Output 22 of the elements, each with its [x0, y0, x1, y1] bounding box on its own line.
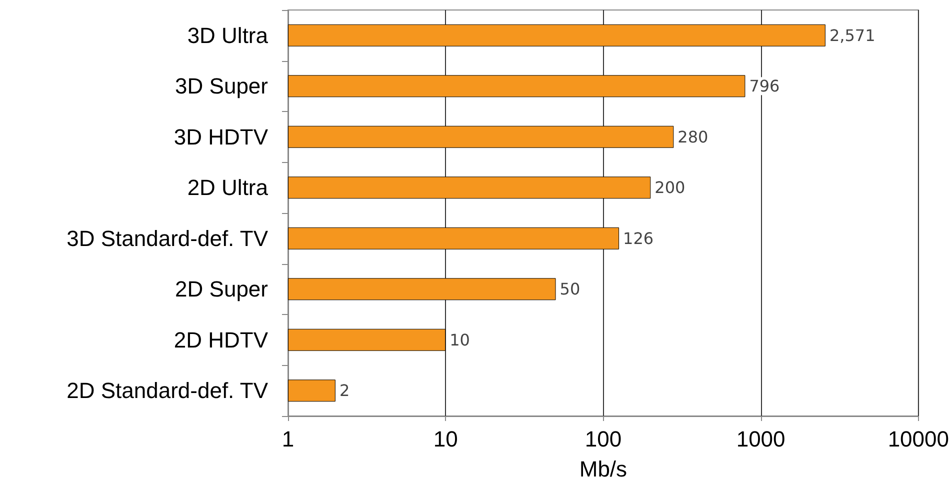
- y-tick-label: 3D Standard-def. TV: [66, 226, 268, 251]
- data-label: 200: [654, 178, 686, 198]
- x-tick-label: 100: [584, 426, 622, 452]
- y-tick-label: 2D HDTV: [174, 327, 268, 352]
- y-tick-label: 2D Ultra: [187, 175, 269, 200]
- x-axis-title: Mb/s: [579, 456, 628, 482]
- y-tick-label: 3D Super: [175, 74, 268, 99]
- y-tick-label: 2D Super: [175, 276, 268, 302]
- data-label: 50: [560, 280, 580, 299]
- data-label: 10: [450, 330, 470, 350]
- data-label: 280: [678, 127, 708, 146]
- x-tick-label: 10: [433, 426, 458, 452]
- y-tick-label: 3D Ultra: [187, 22, 269, 48]
- x-tick-label: 1000: [736, 426, 786, 452]
- data-label: 796: [749, 76, 780, 96]
- x-tick-label: 10000: [888, 426, 950, 452]
- y-tick-label: 2D Standard-def. TV: [66, 378, 268, 404]
- x-tick-label: 1: [282, 426, 294, 452]
- data-label: 2,571: [829, 26, 876, 45]
- data-label: 126: [623, 228, 654, 248]
- data-label: 2: [339, 381, 350, 400]
- y-tick-label: 3D HDTV: [174, 124, 268, 150]
